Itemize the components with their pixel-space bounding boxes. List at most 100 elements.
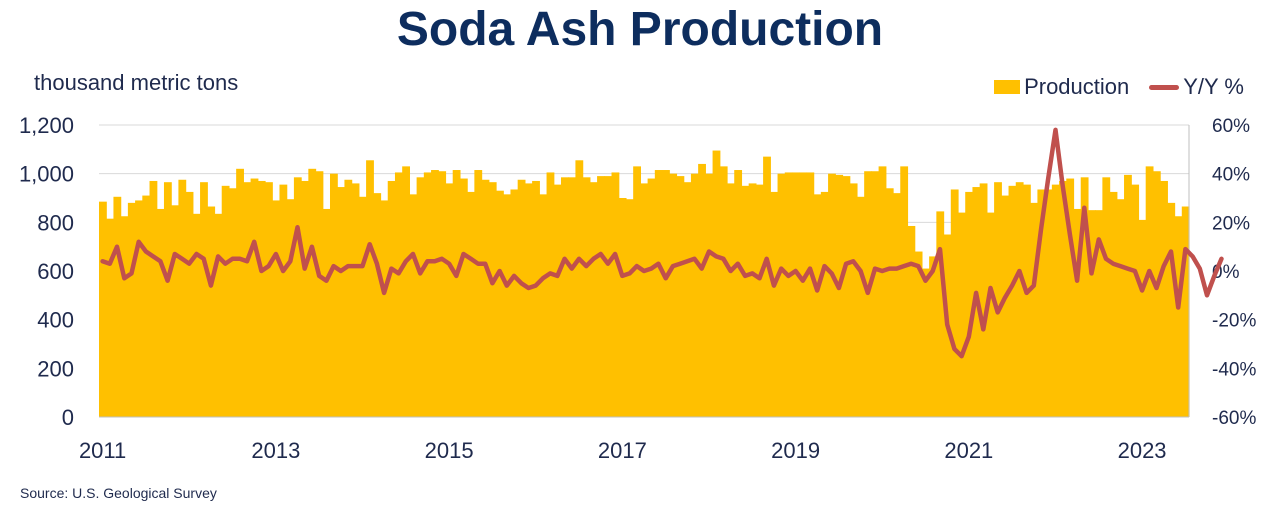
production-bar bbox=[1109, 191, 1118, 417]
x-tick-label: 2015 bbox=[425, 438, 474, 463]
production-bar bbox=[192, 213, 201, 417]
production-bar bbox=[958, 212, 966, 417]
production-bar bbox=[135, 200, 143, 417]
legend-item-yoy: Y/Y % bbox=[1137, 74, 1244, 100]
production-bar bbox=[806, 172, 815, 417]
production-bar bbox=[611, 172, 620, 417]
production-bar bbox=[1015, 182, 1024, 417]
production-bar bbox=[243, 182, 252, 417]
production-bar bbox=[568, 177, 577, 417]
production-bar bbox=[474, 170, 483, 417]
production-bar bbox=[1138, 219, 1147, 417]
x-tick-label: 2013 bbox=[251, 438, 300, 463]
production-bar bbox=[1059, 180, 1067, 417]
legend-item-production: Production bbox=[994, 74, 1129, 100]
production-bar bbox=[250, 178, 259, 417]
production-bar bbox=[163, 182, 172, 417]
production-bar bbox=[315, 171, 324, 417]
production-bar bbox=[358, 196, 367, 417]
yoy-line bbox=[100, 127, 1224, 359]
production-bar bbox=[741, 185, 750, 417]
production-bar bbox=[719, 166, 728, 417]
production-bar bbox=[640, 183, 649, 417]
production-bar bbox=[1102, 177, 1111, 417]
production-bar bbox=[488, 182, 497, 417]
production-bar bbox=[1022, 184, 1031, 417]
production-bar bbox=[272, 200, 281, 417]
production-bar bbox=[1167, 202, 1176, 417]
production-bar bbox=[1095, 210, 1103, 417]
chart-legend: Production Y/Y % bbox=[994, 74, 1244, 100]
production-bar bbox=[120, 216, 129, 417]
y2-tick-label: -60% bbox=[1212, 408, 1256, 429]
production-bar bbox=[1030, 202, 1039, 417]
production-bar bbox=[423, 172, 432, 417]
y-axis-unit-label: thousand metric tons bbox=[34, 70, 239, 95]
production-bar bbox=[791, 172, 800, 417]
production-bar bbox=[885, 188, 894, 417]
production-bar bbox=[748, 183, 757, 417]
production-bar bbox=[337, 187, 346, 417]
production-bar bbox=[380, 200, 389, 417]
production-bar bbox=[546, 172, 555, 417]
production-bar bbox=[286, 199, 295, 417]
production-bar bbox=[207, 206, 216, 417]
production-bar bbox=[394, 172, 403, 417]
production-bar bbox=[106, 218, 115, 417]
production-bar bbox=[755, 184, 764, 417]
production-bar bbox=[994, 182, 1002, 417]
production-bar bbox=[99, 201, 107, 417]
production-bar bbox=[842, 176, 851, 417]
production-bar bbox=[582, 177, 591, 417]
production-bar bbox=[1160, 180, 1168, 417]
production-bar bbox=[921, 268, 930, 417]
production-bar bbox=[669, 173, 678, 417]
production-bar bbox=[625, 199, 634, 417]
source-note: Source: U.S. Geological Survey bbox=[20, 485, 217, 501]
production-bar bbox=[828, 173, 836, 417]
production-bar bbox=[467, 191, 475, 417]
production-bar bbox=[438, 171, 447, 417]
x-tick-label: 2023 bbox=[1118, 438, 1167, 463]
production-bar bbox=[575, 160, 584, 418]
production-bar bbox=[293, 177, 302, 417]
production-bar bbox=[452, 170, 461, 417]
production-bar bbox=[322, 208, 331, 417]
production-bar bbox=[366, 160, 374, 418]
production-bar bbox=[532, 180, 540, 417]
production-bar bbox=[589, 182, 598, 417]
production-bar bbox=[784, 172, 793, 417]
production-bar bbox=[113, 196, 122, 417]
production-bar bbox=[185, 191, 194, 417]
production-bar bbox=[893, 193, 901, 417]
production-bar bbox=[1152, 171, 1161, 417]
production-bar bbox=[351, 183, 360, 417]
production-bar bbox=[1131, 184, 1140, 417]
production-bar bbox=[662, 170, 670, 417]
production-bar bbox=[1124, 174, 1132, 417]
legend-label-yoy: Y/Y % bbox=[1183, 74, 1244, 99]
production-bar bbox=[496, 190, 504, 417]
production-bar bbox=[929, 256, 937, 417]
production-bar bbox=[618, 198, 627, 417]
production-bar bbox=[200, 182, 208, 417]
x-tick-label: 2021 bbox=[944, 438, 993, 463]
production-bar bbox=[156, 208, 165, 417]
production-bar bbox=[510, 189, 519, 417]
x-tick-label: 2019 bbox=[771, 438, 820, 463]
y-tick-label: 1,200 bbox=[19, 113, 74, 138]
y-tick-label: 200 bbox=[37, 356, 74, 381]
y-tick-label: 1,000 bbox=[19, 162, 74, 187]
production-bar bbox=[517, 179, 526, 417]
production-bar bbox=[1145, 166, 1154, 417]
production-bar bbox=[856, 196, 865, 417]
y2-tick-label: -20% bbox=[1212, 311, 1256, 332]
production-bar bbox=[265, 182, 273, 417]
production-bar bbox=[560, 177, 569, 417]
y2-tick-label: 20% bbox=[1212, 213, 1250, 234]
legend-line-swatch bbox=[1149, 84, 1180, 90]
y2-tick-label: 60% bbox=[1212, 116, 1250, 137]
production-bar bbox=[683, 182, 692, 417]
production-bar bbox=[387, 180, 396, 417]
